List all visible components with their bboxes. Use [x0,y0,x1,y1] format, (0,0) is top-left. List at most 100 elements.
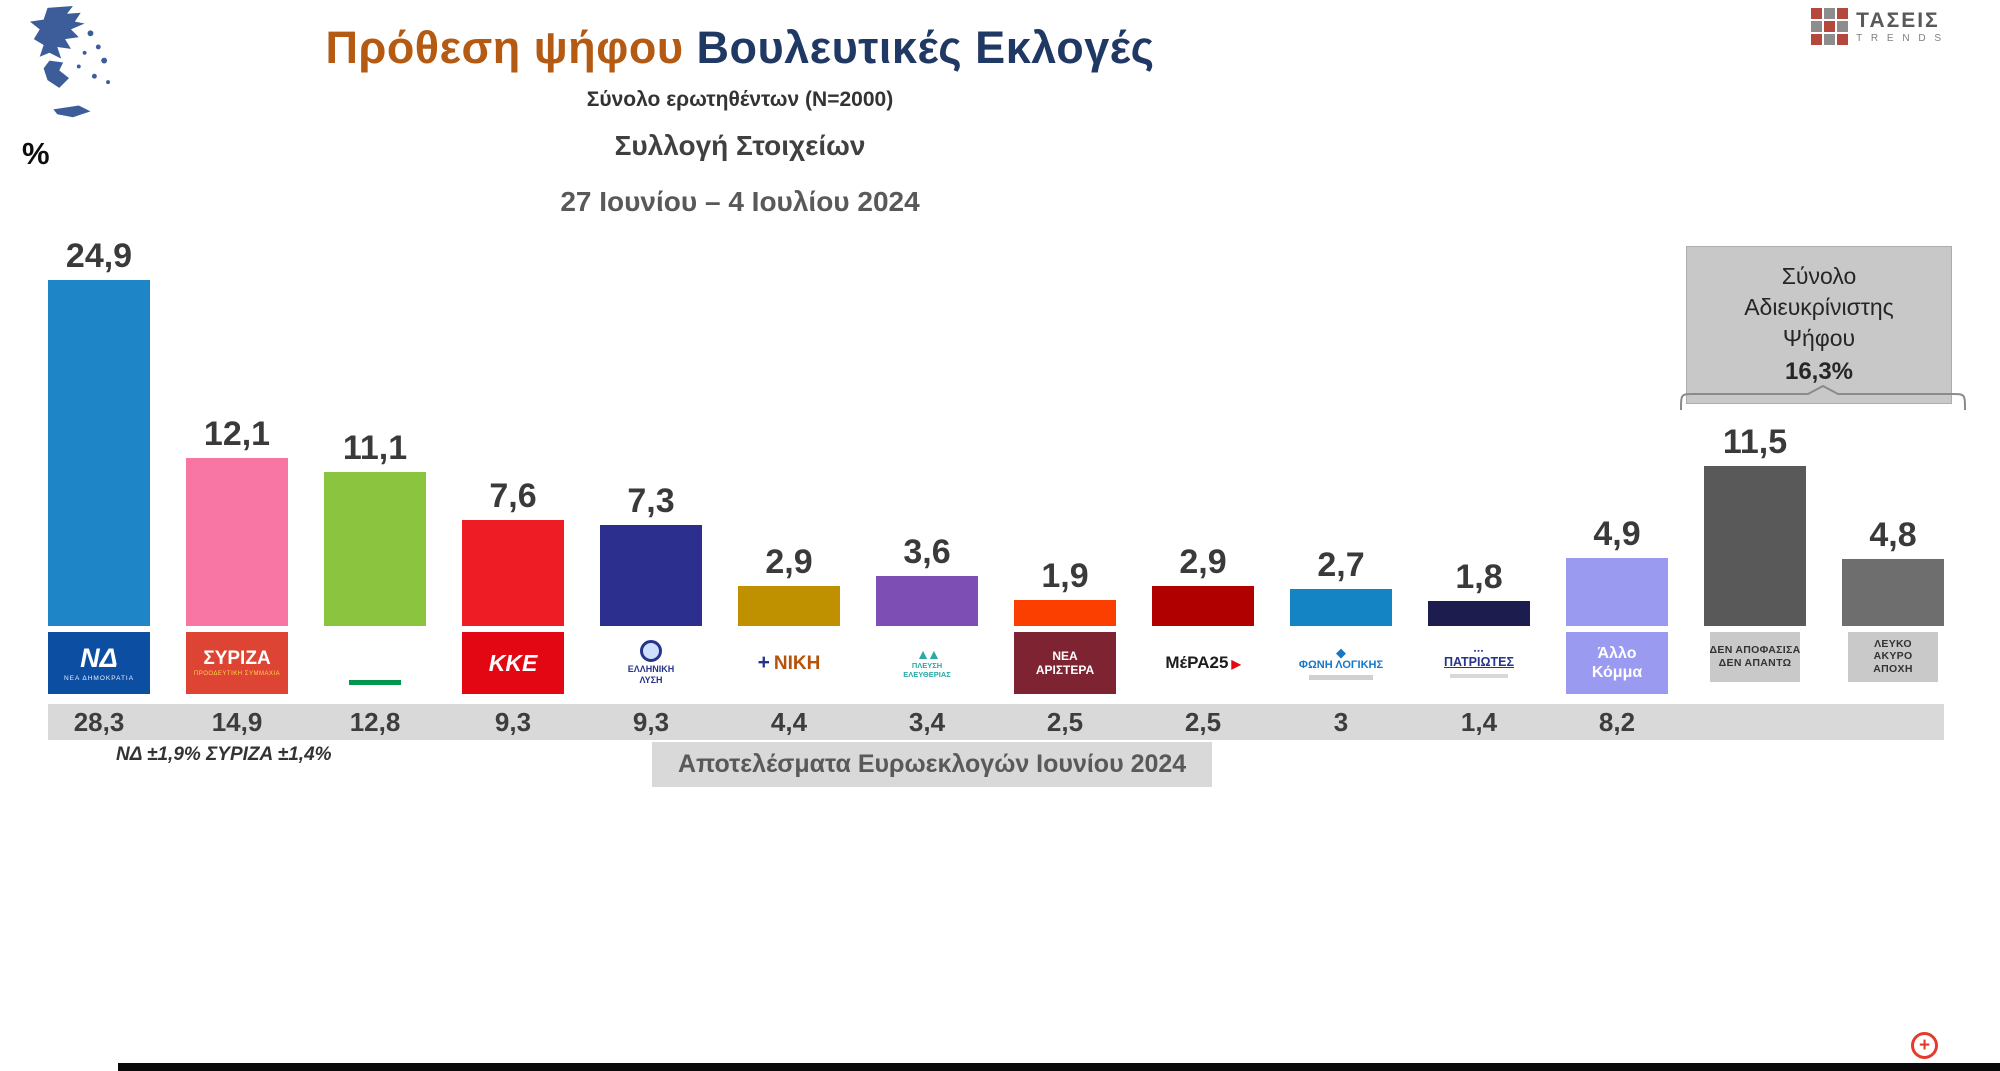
bar-leyko [1842,559,1944,626]
bar-value-label-kke: 7,6 [489,477,537,516]
bar-den [1704,466,1806,626]
bar-ellyn [600,524,702,626]
party-logo-text: ΔΕΝ ΑΠΑΝΤΩ [1718,656,1792,669]
party-logo-text: ΔΕΝ ΑΠΟΦΑΣΙΣΑ [1710,644,1800,657]
party-logo-text: ΠΛΕΥΣΗ [911,660,943,670]
title-accent: Πρόθεση ψήφου [325,22,684,73]
party-logo-text: ΠΑΤΡΙΩΤΕΣ [1444,655,1514,670]
euro-results-box-label: Αποτελέσματα Ευρωεκλογών Ιουνίου 2024 [652,742,1213,787]
bar-value-label-syriza: 12,1 [203,414,271,453]
bar-columns: 24,9 12,1 11,1 7,6 7,3 2,9 3,6 1,9 2,9 2,7 1,8 4,9 1… [48,228,1944,626]
party-logos-row: ΝΔ ΝΕΑ ΔΗΜΟΚΡΑΤΙΑ ΣΥΡΙΖΑ ΠΡΟΟΔΕΥΤΙΚΗ ΣΥΜΜΑΧ… [48,632,1944,696]
collection-label: Συλλογή Στοιχείων [614,130,866,161]
euro-value-syriza: 14,9 [211,706,263,737]
bar-value-label-foni: 2,7 [1317,545,1365,584]
bar-column-foni: 2,7 [1290,228,1392,626]
bar-column-syriza: 12,1 [186,228,288,626]
party-logo-nd: ΝΔ ΝΕΑ ΔΗΜΟΚΡΑΤΙΑ [48,632,150,694]
bar-value-label-nd: 24,9 [65,236,133,275]
bar-value-label-den: 11,5 [1722,423,1788,462]
party-logo-ellyn: ΕΛΛΗΝΙΚΗ ΛΥΣΗ [600,632,702,694]
bar-column-nearist: 1,9 [1014,228,1116,626]
party-logo-text: ΝΔ [80,643,118,674]
party-logo-text: ΛΥΣΗ [639,675,663,685]
bar-mera25 [1152,585,1254,626]
bar-plefsi [876,576,978,626]
euro-results-strip: 28,3 14,9 12,8 9,3 9,3 4,4 3,4 2,5 2,5 3 1,4 8,2 [48,704,1944,740]
euro-value-plefsi: 3,4 [908,706,946,737]
euro-value-pasok: 12,8 [349,706,401,737]
header: Πρόθεση ψήφου Βουλευτικές Εκλογές Σύνολο… [0,22,1480,218]
bar-kke [462,520,564,626]
title-rest: Βουλευτικές Εκλογές [696,22,1155,73]
euro-value-patriot: 1,4 [1460,706,1498,737]
euro-value-niki: 4,4 [770,706,808,737]
euro-value-nd: 28,3 [73,706,125,737]
party-logo-den: ΔΕΝ ΑΠΟΦΑΣΙΣΑ ΔΕΝ ΑΠΑΝΤΩ [1710,632,1800,682]
euro-value-mera25: 2,5 [1184,706,1222,737]
date-range-label: 27 Ιουνίου – 4 Ιουλίου 2024 [560,186,920,217]
bar-column-allo: 4,9 [1566,228,1668,626]
party-logo-text: ΣΥΡΙΖΑ [203,648,271,669]
party-logo-text: ΑΡΙΣΤΕΡΑ [1035,662,1095,677]
margin-of-error-note: ΝΔ ±1,9% ΣΥΡΙΖΑ ±1,4% [116,744,332,765]
undetermined-line-3: Ψήφου [1782,325,1856,352]
bar-column-patriot: 1,8 [1428,228,1530,626]
taseis-trends-logo: ΤΑΣΕΙΣ T R E N D S [1811,8,1944,45]
party-logo-text: ΚΚΕ [488,649,538,676]
party-logo-text: ΑΠΟΧΗ [1873,662,1913,675]
bottom-black-strip [118,1063,2000,1071]
party-logo-kke: ΚΚΕ [462,632,564,694]
euro-value-foni: 3 [1333,706,1349,737]
bar-value-label-ellyn: 7,3 [627,481,675,520]
zoom-plus-button[interactable]: + [1911,1032,1938,1059]
party-logo-text: ΝΕΑ [1052,648,1078,663]
bar-value-label-mera25: 2,9 [1179,542,1227,581]
undetermined-vote-box: Σύνολο Αδιευκρίνιστης Ψήφου 16,3% [1686,246,1952,404]
party-logo-text: ΑΚΥΡΟ [1873,650,1913,663]
party-logo-patriot: ΠΑΤΡΙΩΤΕΣ [1428,632,1530,694]
bar-column-den: 11,5 [1704,228,1806,626]
party-logo-allo: Άλλο Κόμμα [1566,632,1668,694]
taseis-text: ΤΑΣΕΙΣ T R E N D S [1856,9,1944,43]
bar-patriot [1428,601,1530,626]
greece-map-logo [10,4,128,126]
undetermined-brace [1680,385,1966,411]
bar-value-label-allo: 4,9 [1593,514,1641,553]
bar-column-niki: 2,9 [738,228,840,626]
bar-chart: 24,9 12,1 11,1 7,6 7,3 2,9 3,6 1,9 2,9 2,7 1,8 4,9 1… [48,228,1944,740]
party-logo-nearist: ΝΕΑ ΑΡΙΣΤΕΡΑ [1014,632,1116,694]
bar-column-plefsi: 3,6 [876,228,978,626]
brand-name: ΤΑΣΕΙΣ [1856,9,1940,33]
party-logo-leyko: ΛΕΥΚΟ ΑΚΥΡΟ ΑΠΟΧΗ [1848,632,1938,682]
euro-value-ellyn: 9,3 [632,706,670,737]
party-logo-text: Κόμμα [1591,663,1643,681]
bar-value-label-pasok: 11,1 [342,428,408,467]
party-logo-niki: ΝΙΚΗ [738,632,840,694]
party-logo-text: ΛΕΥΚΟ [1874,638,1912,650]
party-logo-text: Άλλο [1597,645,1637,663]
percent-axis-label: % [22,136,50,171]
greece-map-icon [29,5,110,118]
party-logo-text: ΦΩΝΗ ΛΟΓΙΚΗΣ [1298,658,1384,671]
party-logo-text: ΜέΡΑ25 [1165,653,1240,672]
bar-column-ellyn: 7,3 [600,228,702,626]
euro-value-allo: 8,2 [1598,706,1636,737]
undetermined-line-2: Αδιευκρίνιστης [1744,294,1894,321]
party-logo-text: ΠΡΟΟΔΕΥΤΙΚΗ ΣΥΜΜΑΧΙΑ [193,670,281,677]
bar-value-label-plefsi: 3,6 [903,533,951,571]
bar-column-mera25: 2,9 [1152,228,1254,626]
party-logo-text: ΕΛΛΗΝΙΚΗ [627,664,675,675]
party-logo-text: ΝΙΚΗ [758,652,820,675]
page-title: Πρόθεση ψήφου Βουλευτικές Εκλογές [0,22,1480,74]
bar-foni [1290,588,1392,626]
undetermined-line-1: Σύνολο [1781,263,1857,289]
party-logo-text: ΕΛΕΥΘΕΡΙΑΣ [903,670,951,679]
party-logo-mera25: ΜέΡΑ25 [1152,632,1254,694]
euro-value-kke: 9,3 [494,706,532,737]
sample-size-label: Σύνολο ερωτηθέντων (N=2000) [586,88,894,111]
bar-column-pasok: 11,1 [324,228,426,626]
party-logo-text: ΝΕΑ ΔΗΜΟΚΡΑΤΙΑ [63,674,135,682]
